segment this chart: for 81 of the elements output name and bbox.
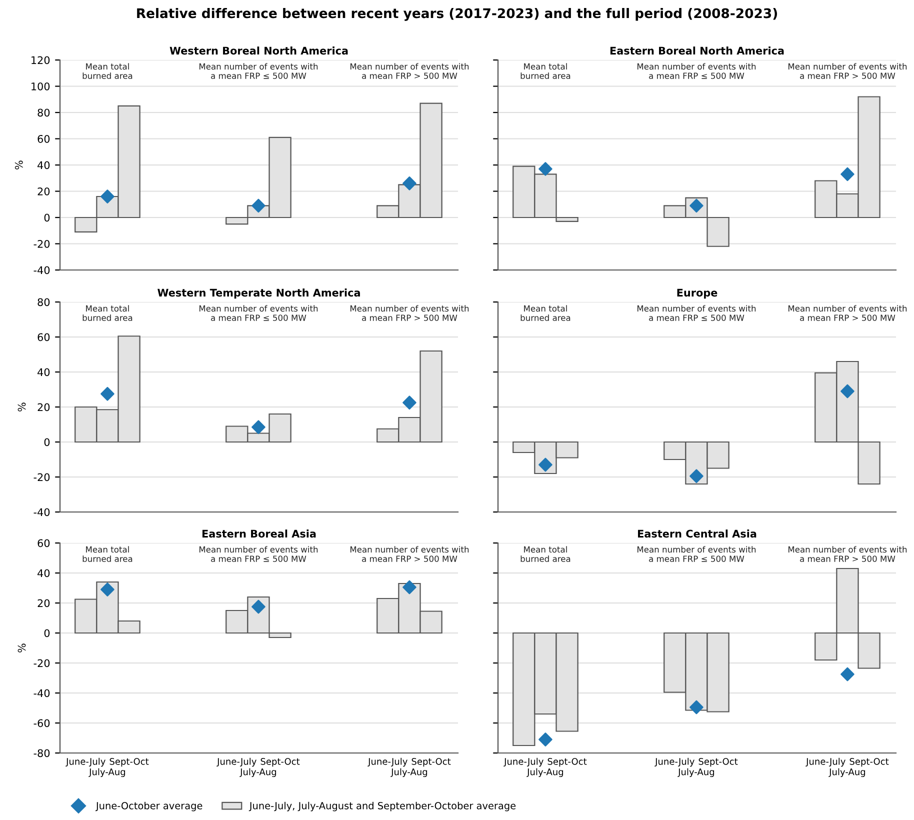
y-tick-label: 0 — [44, 214, 50, 222]
y-tick-label: 60 — [38, 539, 50, 548]
chart-title: Eastern Boreal Asia — [202, 530, 316, 538]
y-tick-label: -40 — [34, 689, 50, 698]
annotation: Mean total burned area — [82, 546, 132, 562]
x-tick-label: Sept-Oct — [698, 758, 738, 767]
annotation: Mean number of events with a mean FRP > 500 MW — [350, 546, 469, 562]
annotation: Mean number of events with a mean FRP ≤ 500 MW — [637, 546, 756, 562]
y-tick-label: 80 — [38, 298, 50, 306]
annotation: Mean number of events with a mean FRP > 500 MW — [788, 305, 907, 321]
point — [252, 198, 266, 213]
point — [100, 190, 114, 204]
chart-title: Eastern Boreal North America — [610, 46, 784, 55]
y-tick-label: -40 — [34, 266, 50, 274]
y-tick-label: 60 — [38, 134, 50, 143]
point — [100, 582, 114, 596]
point — [100, 386, 114, 401]
x-tick-label: June-July — [504, 758, 544, 767]
annotation: Mean number of events with a mean FRP > 500 MW — [350, 63, 469, 79]
x-tick-label: July-Aug — [240, 768, 276, 778]
y-tick-label: -80 — [34, 749, 50, 758]
annotation: Mean number of events with a mean FRP ≤ 500 MW — [199, 63, 318, 79]
x-tick-label: Sept-Oct — [260, 758, 300, 767]
y-tick-label: -20 — [34, 473, 50, 482]
annotation: Mean number of events with a mean FRP > 500 MW — [788, 546, 907, 562]
point — [402, 580, 416, 594]
x-tick-label: Sept-Oct — [850, 758, 889, 767]
chart-title: Europe — [677, 288, 718, 299]
chart-title: Eastern Central Asia — [638, 530, 756, 538]
point — [402, 396, 416, 410]
chart-title: Western Boreal North America — [170, 46, 348, 55]
y-tick-label: 20 — [38, 403, 50, 412]
y-tick-label: -20 — [34, 240, 50, 248]
annotation: Mean number of events with a mean FRP ≤ 500 MW — [199, 546, 318, 562]
y-tick-label: 20 — [38, 599, 50, 608]
x-tick-label: Sept-Oct — [412, 758, 451, 767]
chart-title: Western Temperate North America — [158, 288, 360, 299]
x-tick-label: June-July — [66, 758, 106, 767]
y-tick-label: 0 — [44, 629, 50, 638]
annotation: Mean number of events with a mean FRP ≤ 500 MW — [637, 305, 756, 321]
annotation: Mean number of events with a mean FRP > 500 MW — [788, 63, 907, 79]
x-tick-label: June-July — [806, 758, 846, 767]
x-tick-label: July-Aug — [828, 768, 866, 778]
annotation: Mean total burned area — [82, 63, 132, 79]
x-tick-label: July-Aug — [678, 768, 714, 778]
y-tick-label: 40 — [38, 569, 50, 578]
x-tick-label: July-Aug — [390, 768, 428, 778]
chart-subtitle: Relative difference between recent years (2017-2023) and the full period (2008-2023) — [137, 8, 777, 21]
x-tick-label: June-July — [654, 758, 694, 767]
x-tick-label: Sept-Oct — [548, 758, 587, 767]
y-tick-label: 20 — [38, 187, 50, 196]
y-tick-label: 100 — [32, 82, 50, 90]
annotation: Mean total burned area — [520, 305, 570, 321]
y-tick-label: 40 — [38, 368, 50, 376]
x-tick-label: July-Aug — [88, 768, 126, 778]
y-axis-title: % — [14, 160, 23, 170]
y-tick-label: -40 — [34, 508, 50, 516]
y-tick-label: 40 — [38, 161, 50, 170]
annotation: Mean number of events with a mean FRP ≤ 500 MW — [199, 305, 318, 321]
y-tick-label: 120 — [32, 56, 50, 64]
annotation: Mean total burned area — [82, 305, 132, 321]
legend-label: June-October average — [95, 802, 202, 812]
point — [402, 176, 416, 190]
annotation: Mean number of events with a mean FRP > 500 MW — [350, 305, 469, 321]
point — [252, 600, 266, 614]
y-tick-label: 80 — [38, 108, 50, 117]
y-tick-label: -20 — [34, 659, 50, 668]
point — [252, 420, 266, 434]
annotation: Mean total burned area — [520, 63, 570, 79]
y-tick-label: -60 — [34, 719, 50, 728]
x-tick-label: June-July — [216, 758, 256, 767]
x-tick-label: Sept-Oct — [110, 758, 149, 767]
y-axis-title: % — [18, 402, 26, 412]
y-tick-label: 60 — [38, 333, 50, 342]
x-tick-label: July-Aug — [526, 768, 564, 778]
y-axis-title: % — [18, 644, 26, 652]
annotation: Mean total burned area — [520, 546, 570, 562]
annotation: Mean number of events with a mean FRP ≤ 500 MW — [637, 63, 756, 79]
legend-label: June-July, July-August and September-October average — [248, 802, 516, 812]
y-tick-label: 0 — [44, 438, 50, 446]
x-tick-label: June-July — [368, 758, 408, 767]
